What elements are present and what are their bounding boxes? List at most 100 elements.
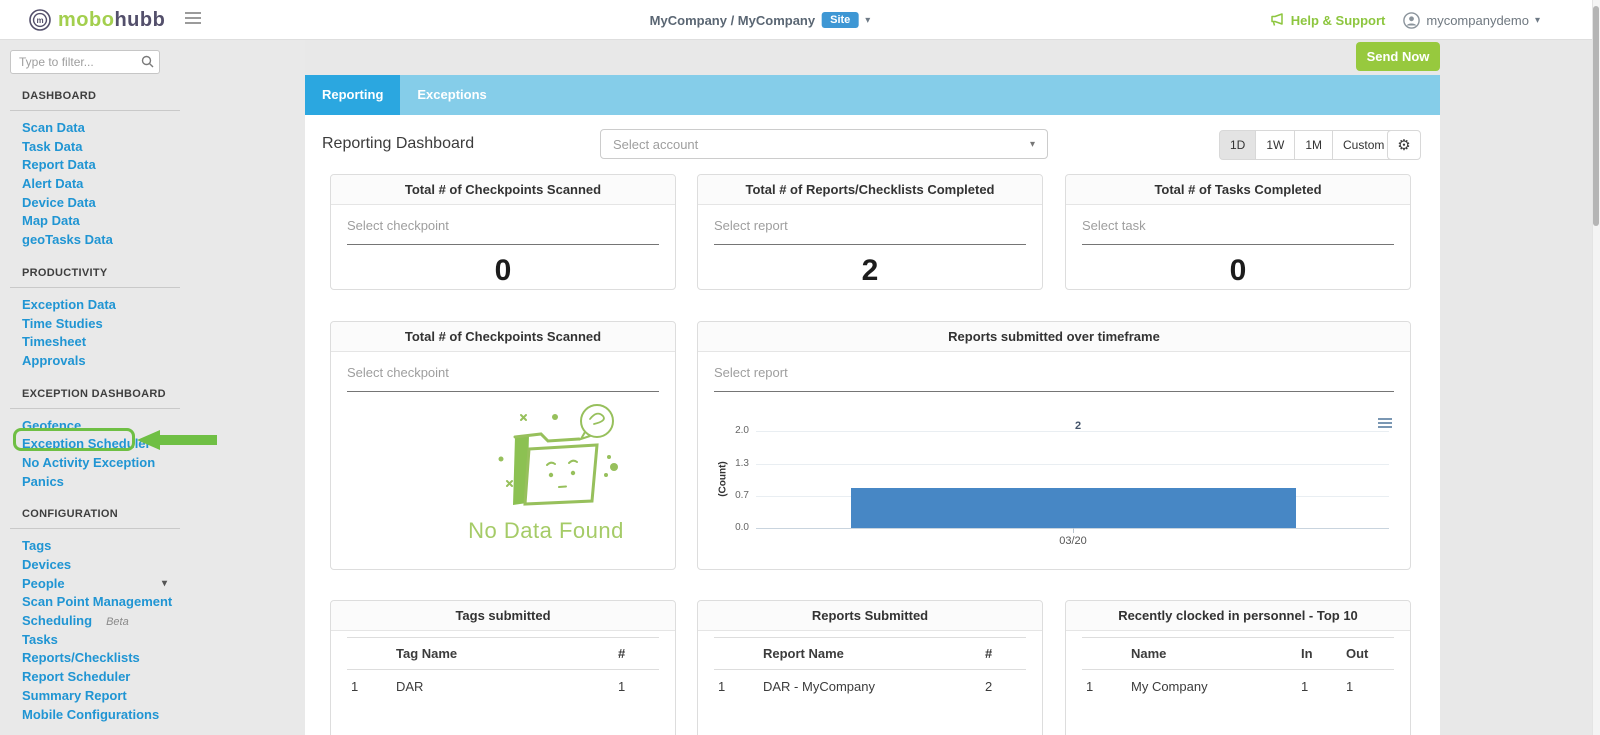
sidebar-item-time-studies[interactable]: Time Studies xyxy=(22,315,103,331)
sidebar-item-reports-checklists[interactable]: Reports/Checklists xyxy=(22,650,140,666)
account-select-placeholder: Select account xyxy=(613,136,699,152)
sidebar-item-exception-data[interactable]: Exception Data xyxy=(22,296,116,312)
sidebar-item-task-data[interactable]: Task Data xyxy=(22,138,83,154)
mobohubb-logo[interactable]: m mobohubb xyxy=(28,8,165,32)
tab-exceptions[interactable]: Exceptions xyxy=(417,87,487,102)
chart-card: Reports submitted over timeframe Select … xyxy=(697,321,1411,570)
menu-toggle-icon[interactable] xyxy=(185,12,201,26)
range-button-1d[interactable]: 1D xyxy=(1219,130,1257,160)
sidebar-item-tasks[interactable]: Tasks xyxy=(22,631,58,647)
table-row[interactable]: 1 DAR 1 xyxy=(347,670,659,704)
scheduling-label: Scheduling xyxy=(22,613,93,629)
user-menu[interactable]: mycompanydemo ▾ xyxy=(1403,11,1540,29)
cell-index: 1 xyxy=(718,679,726,694)
people-label: People xyxy=(22,575,65,591)
sidebar-filter-input[interactable] xyxy=(10,50,160,74)
divider xyxy=(10,528,180,530)
report-select[interactable]: Select report xyxy=(714,365,1394,392)
report-select[interactable]: Select report xyxy=(714,218,1026,245)
x-axis-tick-mark xyxy=(1073,528,1074,533)
help-support-link[interactable]: Help & Support xyxy=(1269,13,1385,28)
scrollbar[interactable] xyxy=(1592,0,1600,735)
bar-value-label: 2 xyxy=(1074,420,1082,432)
cell-in: 1 xyxy=(1301,679,1309,694)
send-now-button[interactable]: Send Now xyxy=(1356,42,1440,71)
sidebar-item-scan-data[interactable]: Scan Data xyxy=(22,120,85,135)
tab-reporting[interactable]: Reporting xyxy=(305,75,401,115)
task-select[interactable]: Select task xyxy=(1082,218,1394,245)
gridline xyxy=(756,431,1389,432)
chart-bar[interactable] xyxy=(851,488,1296,528)
sidebar-item-alert-data[interactable]: Alert Data xyxy=(22,176,84,192)
svg-text:m: m xyxy=(36,16,43,25)
sidebar-item-tags[interactable]: Tags xyxy=(22,538,52,554)
sidebar-item-device-data[interactable]: Device Data xyxy=(22,194,96,210)
sidebar-item-timesheet[interactable]: Timesheet xyxy=(22,334,87,350)
sidebar-item-geofence[interactable]: Geofence xyxy=(22,417,82,433)
checkpoint-select[interactable]: Select checkpoint xyxy=(347,218,659,245)
sidebar-item-summary-report[interactable]: Summary Report xyxy=(22,687,127,703)
table-header-row: Tag Name # xyxy=(347,637,659,670)
no-data-card: Total # of Checkpoints Scanned Select ch… xyxy=(330,321,676,570)
sidebar-item-scan-point-management[interactable]: Scan Point Management xyxy=(22,594,173,610)
username-label: mycompanydemo xyxy=(1426,12,1529,28)
sidebar-section-exception-dashboard: EXCEPTION DASHBOARD Geofence Exception S… xyxy=(0,388,305,493)
cell-count: 2 xyxy=(985,679,993,694)
settings-gear-button[interactable]: ⚙ xyxy=(1387,130,1421,160)
table-row[interactable]: 1 My Company 1 1 xyxy=(1082,670,1394,704)
range-button-1w[interactable]: 1W xyxy=(1255,130,1296,160)
sidebar-item-approvals[interactable]: Approvals xyxy=(22,352,86,368)
sidebar-item-map-data[interactable]: Map Data xyxy=(22,213,80,229)
card-title: Recently clocked in personnel - Top 10 xyxy=(1066,601,1410,631)
sidebar-item-report-data[interactable]: Report Data xyxy=(22,157,96,173)
cell-out: 1 xyxy=(1346,679,1354,694)
user-caret-icon: ▾ xyxy=(1534,14,1540,26)
col-in: In xyxy=(1297,637,1342,670)
card-title: Total # of Reports/Checklists Completed xyxy=(698,175,1042,205)
divider xyxy=(10,286,180,288)
sidebar-item-report-scheduler[interactable]: Report Scheduler xyxy=(22,669,131,685)
range-button-1m[interactable]: 1M xyxy=(1294,130,1334,160)
divider xyxy=(10,407,180,409)
mobohubb-logo-icon: m xyxy=(29,9,51,31)
site-badge: Site xyxy=(822,12,859,28)
section-title: PRODUCTIVITY xyxy=(22,266,108,279)
sidebar-item-exception-scheduler[interactable]: Exception Scheduler xyxy=(22,436,282,455)
checkpoint-select[interactable]: Select checkpoint xyxy=(347,365,659,392)
col-report-name: Report Name xyxy=(759,637,981,670)
section-title: CONFIGURATION xyxy=(22,508,118,521)
x-tick-label: 03/20 xyxy=(1059,535,1087,547)
stat-value: 0 xyxy=(494,254,512,287)
no-data-illustration xyxy=(471,399,621,524)
scrollbar-thumb[interactable] xyxy=(1593,6,1599,226)
personnel-table: Name In Out 1 My Company 1 1 xyxy=(1082,637,1394,703)
account-select[interactable]: Select account ▾ xyxy=(600,129,1048,159)
range-button-custom[interactable]: Custom xyxy=(1332,130,1396,160)
sidebar-filter xyxy=(10,50,160,74)
company-selector[interactable]: MyCompany / MyCompany Site ▾ xyxy=(650,0,871,40)
sidebar-section-dashboard: DASHBOARD Scan Data Task Data Report Dat… xyxy=(0,90,305,251)
table-row[interactable]: 1 DAR - MyCompany 2 xyxy=(714,670,1026,704)
y-tick: 2.0 xyxy=(735,425,749,436)
sidebar-item-devices[interactable]: Devices xyxy=(22,557,72,572)
reports-table: Report Name # 1 DAR - MyCompany 2 xyxy=(714,637,1026,703)
logo-text: mobohubb xyxy=(58,8,166,31)
sidebar-item-scheduling[interactable]: Scheduling Beta xyxy=(22,613,282,632)
content-panel: Reporting Dashboard Select account ▾ 1D … xyxy=(305,115,1440,735)
sidebar-item-no-activity-exception[interactable]: No Activity Exception xyxy=(22,454,156,470)
col-tag-name: Tag Name xyxy=(392,637,614,670)
account-select-caret-icon: ▾ xyxy=(1029,138,1035,150)
x-axis-line xyxy=(756,528,1389,529)
card-title: Reports submitted over timeframe xyxy=(698,322,1410,352)
sidebar-item-mobile-configurations[interactable]: Mobile Configurations xyxy=(22,706,160,722)
cell-name: My Company xyxy=(1131,679,1208,694)
sidebar-item-geotasks-data[interactable]: geoTasks Data xyxy=(22,232,113,248)
chart-menu-icon[interactable] xyxy=(1378,418,1392,430)
company-caret-icon: ▾ xyxy=(865,14,871,26)
sidebar-item-panics[interactable]: Panics xyxy=(22,473,64,489)
card-title: Total # of Checkpoints Scanned xyxy=(331,322,675,352)
stat-value: 0 xyxy=(1229,254,1247,287)
tags-table: Tag Name # 1 DAR 1 xyxy=(347,637,659,703)
table-header-row: Report Name # xyxy=(714,637,1026,670)
sidebar-item-people[interactable]: People ▾ xyxy=(22,576,282,595)
